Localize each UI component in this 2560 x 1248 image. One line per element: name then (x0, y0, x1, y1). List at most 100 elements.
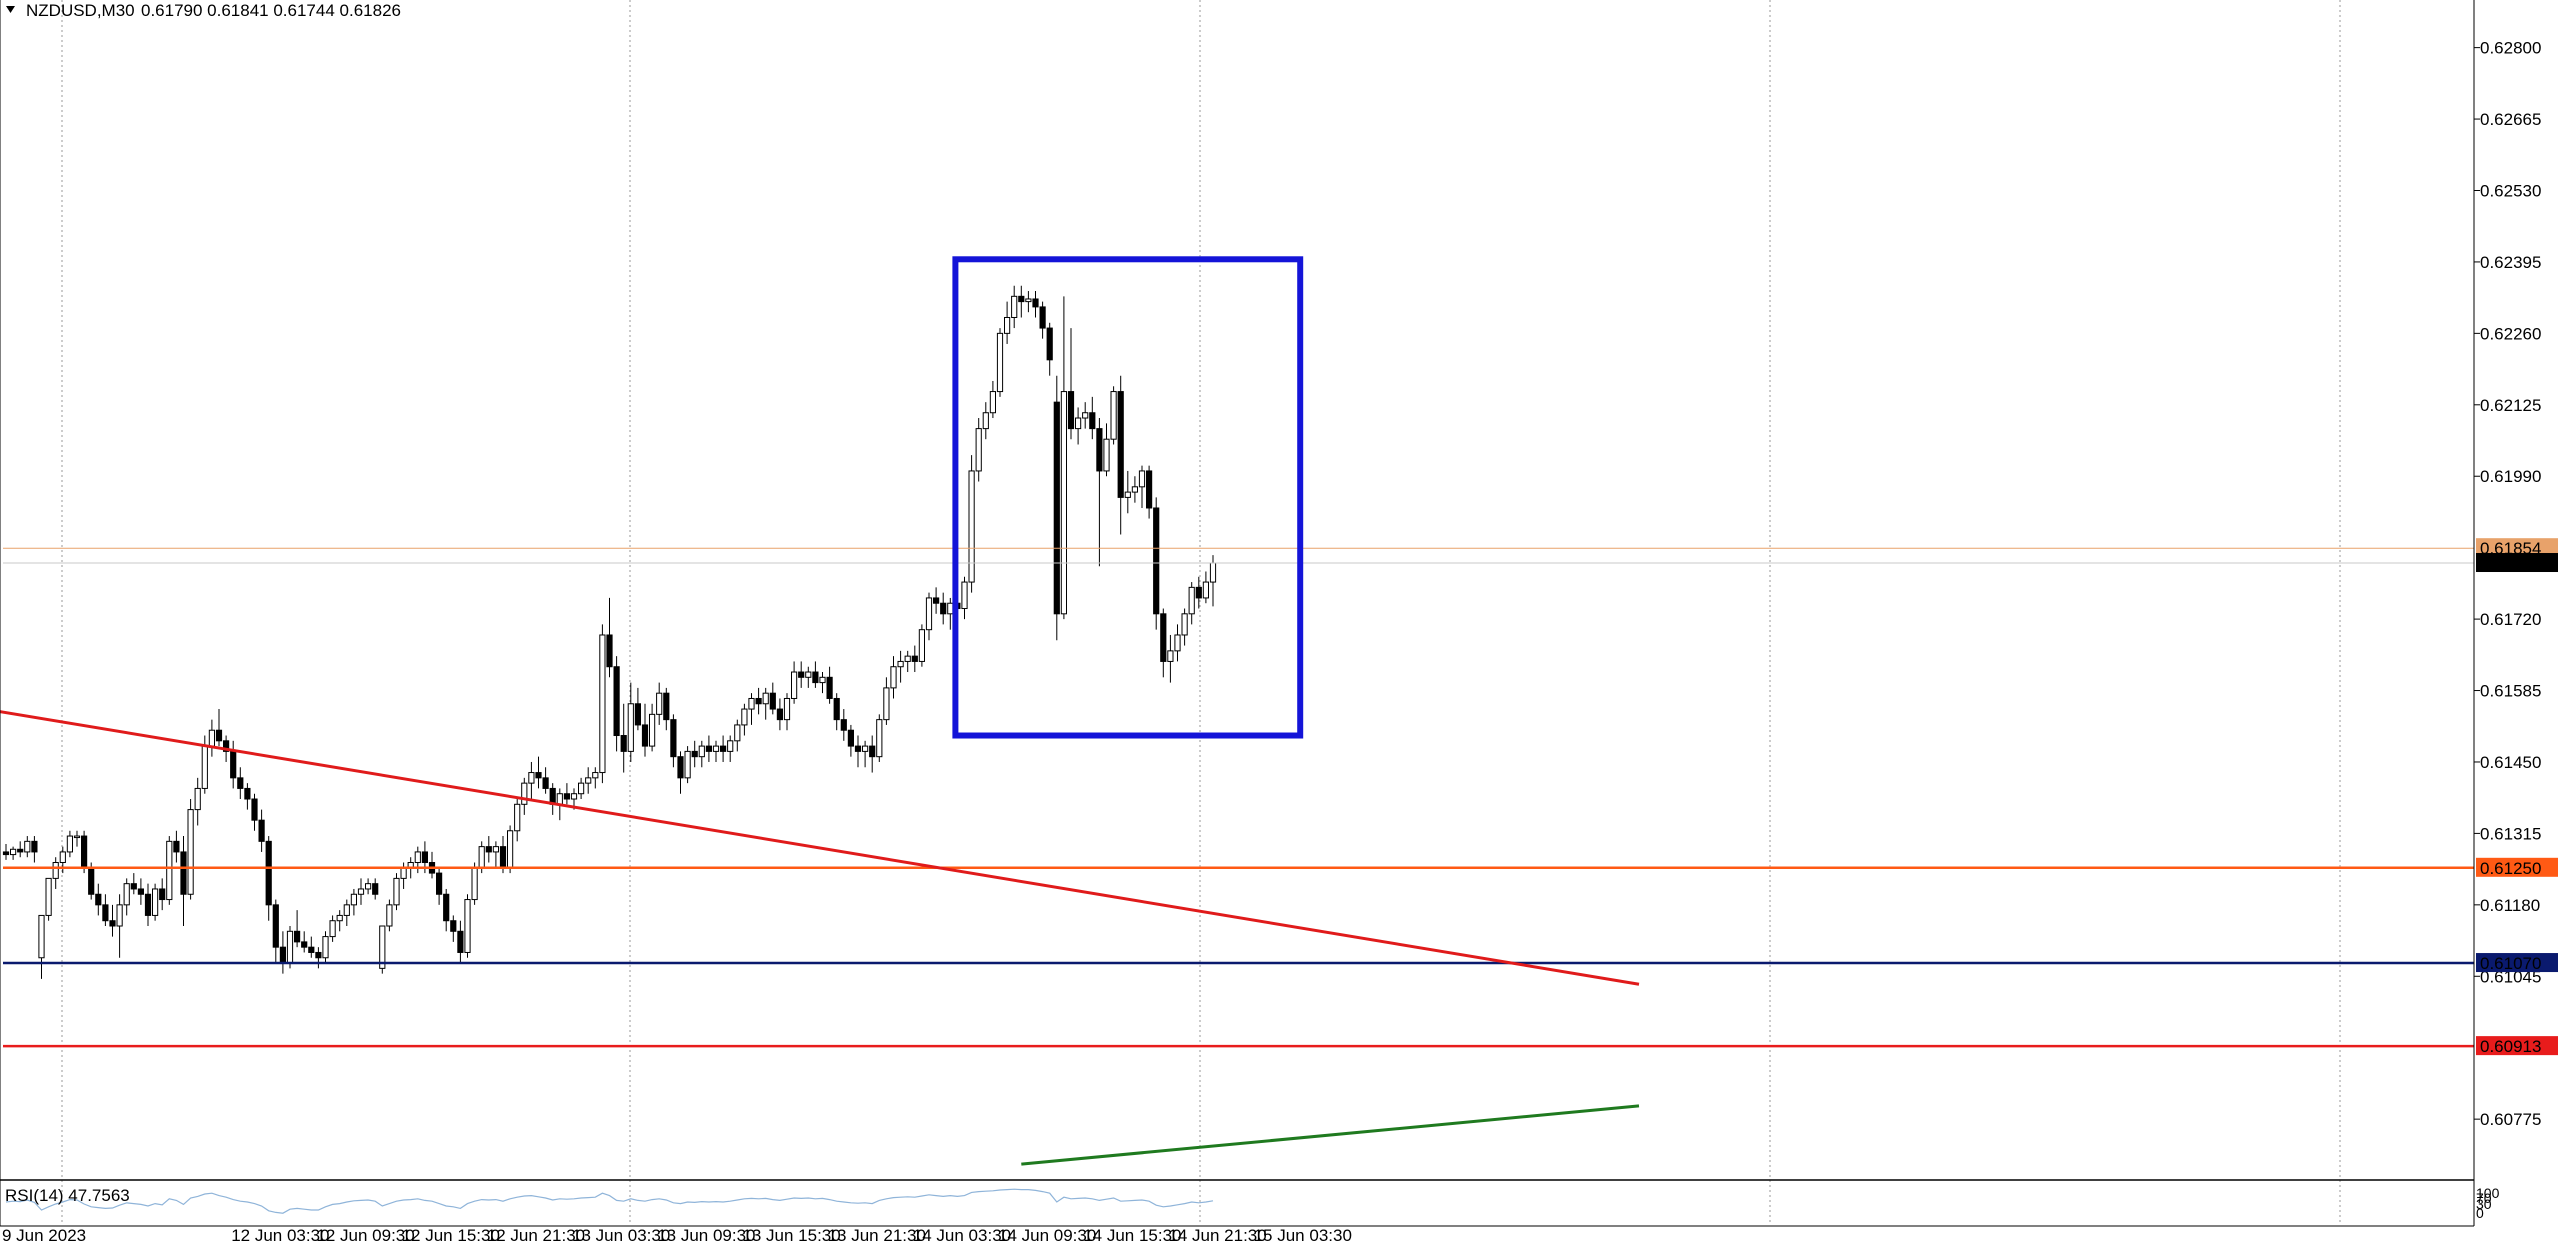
candle[interactable] (720, 735, 727, 762)
candle[interactable] (1146, 465, 1153, 519)
candle[interactable] (691, 740, 698, 768)
candle[interactable] (854, 735, 862, 768)
candle[interactable] (343, 899, 350, 927)
candle[interactable] (102, 894, 109, 927)
candle[interactable] (244, 783, 251, 810)
candle[interactable] (798, 661, 805, 688)
candle[interactable] (372, 878, 379, 900)
candle[interactable] (1167, 634, 1174, 683)
candle[interactable] (1195, 576, 1202, 609)
candle[interactable] (52, 857, 59, 889)
candle[interactable] (521, 777, 528, 815)
candle[interactable] (1181, 608, 1188, 646)
candle[interactable] (272, 899, 279, 964)
dropdown-triangle-icon[interactable] (6, 6, 15, 13)
candle[interactable] (1018, 285, 1025, 318)
candle[interactable] (840, 709, 847, 741)
candle[interactable] (1039, 301, 1046, 339)
candle[interactable] (1202, 571, 1210, 604)
candle[interactable] (1053, 375, 1060, 641)
candle[interactable] (38, 914, 45, 979)
candle[interactable] (173, 830, 180, 863)
candle[interactable] (542, 767, 549, 794)
candle[interactable] (684, 746, 691, 784)
candle[interactable] (769, 682, 776, 715)
candle[interactable] (251, 793, 258, 831)
candle[interactable] (1103, 423, 1110, 477)
candle[interactable] (2, 843, 10, 860)
candle[interactable] (1096, 418, 1103, 567)
candle[interactable] (741, 703, 748, 736)
candle[interactable] (705, 735, 712, 762)
candle[interactable] (109, 904, 116, 937)
candle[interactable] (762, 687, 769, 720)
candle[interactable] (152, 883, 159, 921)
candle[interactable] (464, 894, 471, 958)
candle[interactable] (961, 576, 968, 620)
drawing-objects[interactable] (0, 256, 2474, 1166)
candle[interactable] (450, 915, 457, 942)
candle[interactable] (1011, 285, 1018, 329)
candles[interactable] (2, 285, 1217, 979)
candle[interactable] (492, 841, 499, 868)
candle[interactable] (301, 931, 308, 953)
candle[interactable] (620, 703, 627, 773)
candle[interactable] (514, 799, 521, 842)
candle[interactable] (265, 836, 272, 921)
candle[interactable] (791, 661, 798, 704)
candle[interactable] (712, 740, 720, 762)
candle[interactable] (776, 698, 783, 731)
candle[interactable] (1032, 291, 1039, 318)
candle[interactable] (649, 703, 656, 752)
candle[interactable] (933, 587, 940, 614)
candle[interactable] (116, 894, 123, 958)
candle[interactable] (1082, 402, 1089, 429)
candle[interactable] (670, 714, 677, 768)
candle[interactable] (783, 693, 791, 731)
candle[interactable] (457, 920, 464, 964)
candle[interactable] (613, 656, 620, 752)
candle[interactable] (819, 672, 826, 694)
green-trendline[interactable] (1021, 1104, 1640, 1166)
candle[interactable] (862, 740, 869, 768)
candle[interactable] (1117, 375, 1124, 535)
candle[interactable] (1124, 470, 1131, 514)
candle[interactable] (166, 836, 173, 905)
candle[interactable] (130, 873, 137, 895)
candle[interactable] (975, 418, 982, 482)
candle[interactable] (507, 825, 514, 874)
candle[interactable] (606, 597, 613, 678)
candle[interactable] (677, 751, 684, 794)
candle[interactable] (968, 455, 975, 593)
candle[interactable] (925, 592, 933, 641)
candle[interactable] (940, 592, 947, 625)
candle[interactable] (897, 650, 904, 683)
candle[interactable] (904, 650, 911, 673)
candle[interactable] (528, 761, 535, 800)
candle[interactable] (180, 836, 187, 927)
candle[interactable] (1188, 582, 1195, 625)
candle[interactable] (187, 799, 194, 900)
candle[interactable] (734, 719, 741, 752)
candle[interactable] (1089, 396, 1096, 440)
candle[interactable] (66, 830, 74, 858)
candle[interactable] (1046, 322, 1053, 376)
candle[interactable] (663, 687, 670, 731)
candle[interactable] (386, 899, 393, 932)
candle[interactable] (1067, 328, 1075, 440)
candle[interactable] (805, 666, 812, 688)
candle[interactable] (365, 878, 372, 895)
candle[interactable] (1110, 386, 1117, 445)
candle[interactable] (535, 756, 542, 789)
candle[interactable] (24, 836, 31, 858)
candle[interactable] (144, 883, 152, 927)
candle[interactable] (443, 888, 450, 932)
candle[interactable] (45, 877, 52, 921)
candle[interactable] (826, 666, 833, 704)
candle[interactable] (315, 947, 322, 969)
candle[interactable] (393, 873, 400, 911)
candle[interactable] (627, 682, 634, 762)
candle[interactable] (641, 703, 649, 757)
